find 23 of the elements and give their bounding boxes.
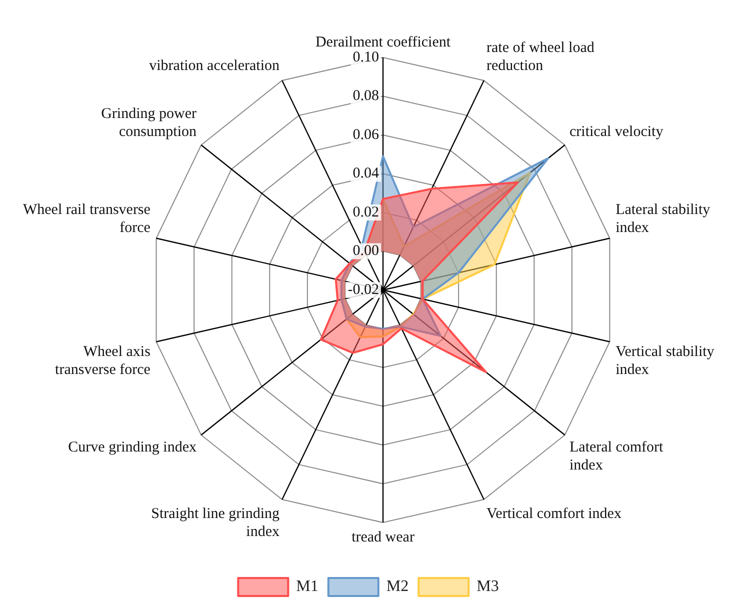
spoke-label: Wheel rail transverse force	[22, 202, 151, 236]
y-tick-label: 0.06	[352, 126, 380, 143]
spoke-label: Lateral stability index	[616, 202, 711, 236]
y-tick-label: 0.02	[352, 204, 379, 220]
y-tick-label: -0.02	[348, 282, 379, 298]
spoke-label: Grinding power consumption	[101, 106, 197, 140]
spoke-label: Derailment coefficient	[315, 34, 452, 50]
legend-label: M3	[476, 578, 499, 596]
spoke-label: Vertical comfort index	[486, 506, 622, 522]
spoke-label: critical velocity	[570, 124, 664, 140]
y-tick-label: 0.08	[352, 88, 379, 104]
spoke-label: vibration acceleration	[149, 58, 280, 74]
spoke-label: Wheel axis transverse force	[55, 344, 151, 378]
y-tick-label: 0.10	[352, 49, 379, 66]
legend-label: M1	[296, 578, 318, 596]
spoke-label: rate of wheel load reduction	[486, 40, 595, 74]
y-tick-label: 0.04	[352, 166, 380, 182]
spoke-label: tread wear	[352, 529, 414, 546]
spoke-label: Vertical stability index	[616, 344, 715, 378]
legend-label: M2	[386, 578, 409, 596]
spoke-label: Lateral comfort index	[570, 440, 664, 474]
spoke-label: Straight line grinding index	[151, 506, 280, 540]
spoke-label: Curve grinding index	[68, 440, 197, 456]
